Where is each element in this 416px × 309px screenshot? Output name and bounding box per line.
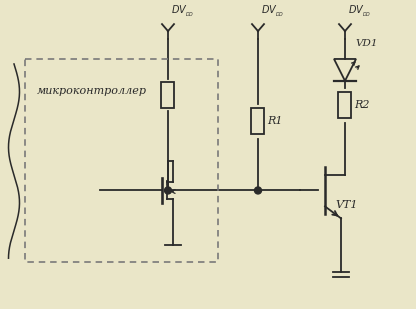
Bar — [25, 59, 218, 262]
Text: VD1: VD1 — [355, 39, 377, 48]
Text: VT1: VT1 — [335, 201, 357, 210]
Text: $DV_{_{DD}}$: $DV_{_{DD}}$ — [261, 4, 285, 19]
Circle shape — [255, 187, 262, 194]
Bar — [339, 92, 352, 118]
Text: микроконтроллер: микроконтроллер — [37, 86, 147, 96]
Text: $DV_{_{DD}}$: $DV_{_{DD}}$ — [171, 4, 194, 19]
Text: $DV_{_{DD}}$: $DV_{_{DD}}$ — [348, 4, 371, 19]
Text: R2: R2 — [354, 100, 369, 110]
Text: R1: R1 — [267, 116, 282, 126]
Bar — [252, 108, 265, 134]
Bar — [161, 82, 174, 108]
Circle shape — [164, 187, 171, 194]
